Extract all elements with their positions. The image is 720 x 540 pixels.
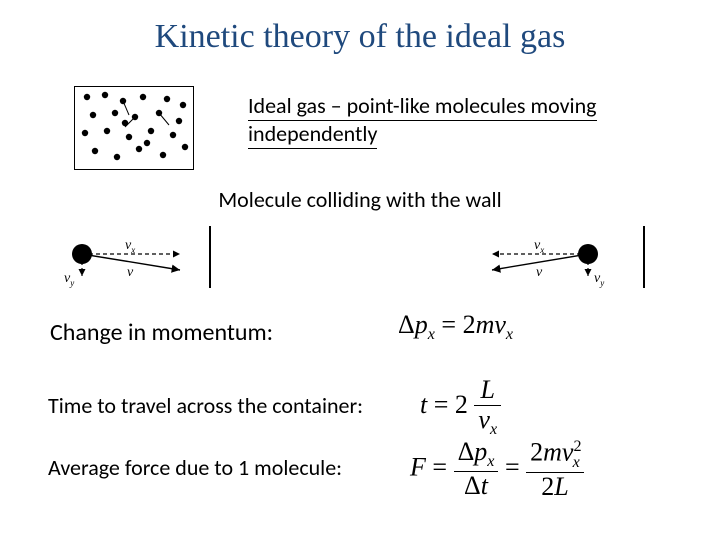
eq-var: L	[481, 375, 495, 404]
eq-var: F	[410, 453, 426, 482]
svg-text:v: v	[127, 265, 134, 280]
svg-text:vy: vy	[64, 271, 74, 288]
collision-diagram: vx v vy vx v vy	[60, 218, 660, 296]
force-label: Average force due to 1 molecule:	[48, 454, 342, 481]
eq-sign: =	[432, 453, 453, 482]
eq-coeff: 2	[541, 472, 554, 501]
eq-sub: x	[573, 454, 580, 471]
eq-sup: 2	[573, 438, 581, 455]
travel-time-label: Time to travel across the container:	[48, 392, 363, 419]
equation-force: F = Δpx Δt = 2mv2x 2L	[410, 438, 584, 501]
eq-sub: x	[490, 421, 497, 438]
eq-var: v	[562, 438, 574, 467]
desc-line2: independently	[248, 120, 377, 149]
eq-var: t	[481, 471, 488, 500]
eq-sign: =	[441, 310, 462, 339]
svg-text:v: v	[536, 265, 543, 280]
delta-symbol: Δ	[458, 437, 475, 466]
eq-sign: =	[505, 453, 526, 482]
eq-sub: x	[506, 326, 513, 343]
eq-var: p	[474, 437, 487, 466]
eq-coeff: 2	[530, 438, 543, 467]
svg-text:vx: vx	[125, 238, 135, 255]
collision-svg: vx v vy vx v vy	[60, 218, 660, 296]
fraction: L vx	[474, 376, 501, 439]
eq-var: L	[554, 472, 568, 501]
delta-symbol: Δ	[398, 310, 415, 339]
eq-var: t	[420, 390, 427, 419]
eq-coeff: 2	[455, 390, 468, 419]
eq-var: m	[476, 310, 495, 339]
svg-text:vx: vx	[534, 238, 544, 255]
eq-var: m	[543, 438, 562, 467]
eq-sub: x	[428, 326, 435, 343]
eq-var: v	[494, 310, 506, 339]
momentum-label: Change in momentum:	[50, 318, 273, 347]
slide-title: Kinetic theory of the ideal gas	[0, 18, 720, 56]
equation-momentum: Δpx = 2mvx	[398, 310, 513, 344]
equation-time: t = 2 L vx	[420, 376, 501, 439]
eq-var: p	[415, 310, 428, 339]
desc-line1: Ideal gas – point-like molecules moving	[248, 92, 597, 121]
svg-text:vy: vy	[594, 271, 604, 288]
eq-sub: x	[487, 454, 494, 471]
fraction: Δpx Δt	[454, 438, 499, 501]
gas-box-svg	[75, 87, 193, 169]
eq-coeff: 2	[463, 310, 476, 339]
gas-box-diagram	[74, 86, 194, 170]
collision-heading: Molecule colliding with the wall	[0, 186, 720, 213]
fraction: 2mv2x 2L	[526, 438, 584, 501]
eq-var: v	[478, 405, 490, 434]
delta-symbol: Δ	[464, 471, 481, 500]
eq-sign: =	[434, 390, 455, 419]
ideal-gas-description: Ideal gas – point-like molecules moving …	[248, 92, 668, 147]
